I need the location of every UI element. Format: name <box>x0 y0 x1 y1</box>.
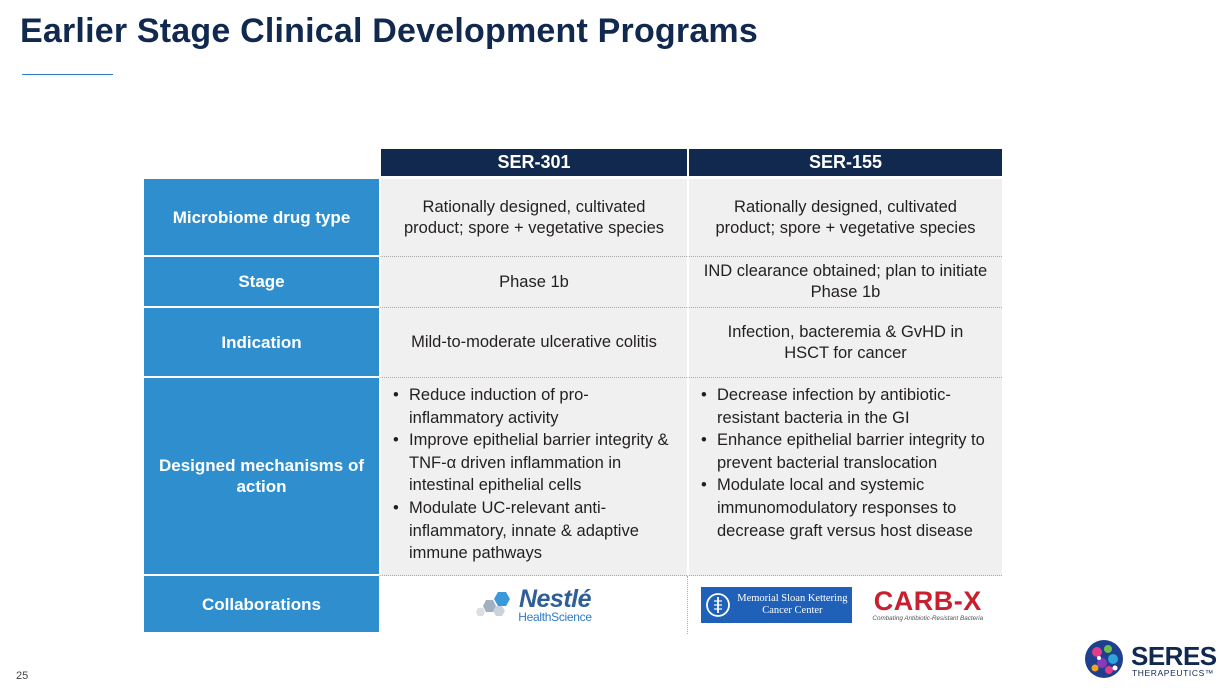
carb-x-wordmark: CARB-X <box>873 586 982 616</box>
cell-indication-ser-155: Infection, bacteremia & GvHD in HSCT for… <box>687 308 1002 378</box>
slide-title: Earlier Stage Clinical Development Progr… <box>20 12 758 50</box>
nestle-wordmark: Nestlé <box>518 585 592 613</box>
cell-mechanisms-ser-155: Decrease infection by antibiotic-resista… <box>687 378 1002 576</box>
seres-wordmark: SERES <box>1131 641 1217 671</box>
row-label-drug-type: Microbiome drug type <box>144 179 379 257</box>
list-item: Modulate local and systemic immunomodula… <box>699 474 992 542</box>
mechanisms-list-ser-301: Reduce induction of pro-inflammatory act… <box>391 384 677 565</box>
row-label-mechanisms: Designed mechanisms of action <box>144 378 379 576</box>
column-header-ser-155: SER-155 <box>687 149 1002 179</box>
cell-stage-ser-155: IND clearance obtained; plan to initiate… <box>687 257 1002 308</box>
table-corner <box>144 149 379 179</box>
mskcc-logo: Memorial Sloan Kettering Cancer Center <box>701 587 853 623</box>
nestle-health-science-logo: Nestlé HealthScience <box>476 585 592 624</box>
list-item: Improve epithelial barrier integrity & T… <box>391 429 677 497</box>
cell-mechanisms-ser-301: Reduce induction of pro-inflammatory act… <box>379 378 687 576</box>
nestle-hexagons-icon <box>476 592 511 616</box>
mechanisms-list-ser-155: Decrease infection by antibiotic-resista… <box>699 384 992 542</box>
list-item: Reduce induction of pro-inflammatory act… <box>391 384 677 429</box>
seres-subtitle: THERAPEUTICS™ <box>1132 668 1214 678</box>
mskcc-emblem-icon <box>706 593 731 617</box>
mskcc-name-line-1: Memorial Sloan Kettering <box>737 593 848 604</box>
cell-indication-ser-301: Mild-to-moderate ulcerative colitis <box>379 308 687 378</box>
cell-stage-ser-301: Phase 1b <box>379 257 687 308</box>
seres-therapeutics-logo: SERES THERAPEUTICS™ <box>1084 635 1217 683</box>
cell-collaborations-ser-301: Nestlé HealthScience <box>379 576 687 634</box>
nestle-subtitle: HealthScience <box>518 610 592 624</box>
title-underline <box>22 74 113 75</box>
row-label-stage: Stage <box>144 257 379 308</box>
list-item: Enhance epithelial barrier integrity to … <box>699 429 992 474</box>
row-label-indication: Indication <box>144 308 379 378</box>
carb-x-tagline: Combating Antibiotic-Resistant Bacteria <box>872 615 984 622</box>
carb-x-logo: CARB-X Combating Antibiotic-Resistant Ba… <box>867 587 989 623</box>
cell-drug-type-ser-155: Rationally designed, cultivated product;… <box>687 179 1002 257</box>
row-label-collaborations: Collaborations <box>144 576 379 634</box>
list-item: Decrease infection by antibiotic-resista… <box>699 384 992 429</box>
column-header-ser-301: SER-301 <box>379 149 687 179</box>
mskcc-name-line-2: Cancer Center <box>762 605 823 616</box>
page-number: 25 <box>16 670 29 682</box>
cell-drug-type-ser-301: Rationally designed, cultivated product;… <box>379 179 687 257</box>
list-item: Modulate UC-relevant anti-inflammatory, … <box>391 497 677 565</box>
seres-emblem-icon <box>1085 640 1123 678</box>
cell-collaborations-ser-155: Memorial Sloan Kettering Cancer Center C… <box>687 576 1002 634</box>
programs-table: SER-301 SER-155 Microbiome drug type Rat… <box>144 149 1002 634</box>
